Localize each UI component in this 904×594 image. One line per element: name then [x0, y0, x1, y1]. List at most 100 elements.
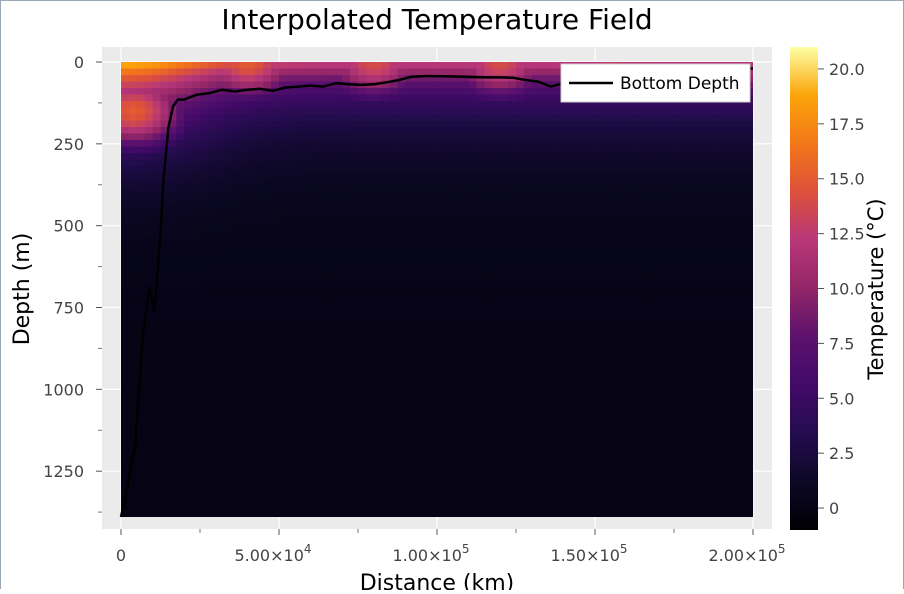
field-cell [674, 270, 683, 277]
field-cell [145, 147, 154, 154]
field-cell [224, 264, 233, 271]
field-cell [445, 101, 454, 108]
field-cell [161, 75, 170, 82]
field-cell [121, 121, 130, 128]
field-cell [469, 69, 478, 76]
field-cell [153, 387, 162, 394]
field-cell [603, 186, 612, 193]
field-cell [469, 108, 478, 115]
field-cell [445, 504, 454, 511]
field-cell [674, 309, 683, 316]
field-cell [216, 257, 225, 264]
field-cell [287, 439, 296, 446]
field-cell [603, 147, 612, 154]
field-cell [611, 387, 620, 394]
field-cell [350, 400, 359, 407]
field-cell [437, 361, 446, 368]
field-cell [619, 478, 628, 485]
field-cell [247, 82, 256, 89]
field-cell [469, 199, 478, 206]
field-cell [153, 173, 162, 180]
field-cell [287, 374, 296, 381]
field-cell [429, 400, 438, 407]
field-cell [405, 452, 414, 459]
field-cell [255, 426, 263, 433]
field-cell [413, 231, 422, 238]
field-cell [208, 420, 217, 427]
field-cell [374, 121, 383, 128]
field-cell [603, 485, 612, 492]
field-cell [342, 491, 351, 498]
field-cell [319, 322, 328, 329]
field-cell [650, 290, 659, 297]
field-cell [176, 166, 185, 173]
field-cell [500, 140, 509, 147]
field-cell [342, 452, 351, 459]
field-cell [556, 387, 565, 394]
field-cell [161, 452, 170, 459]
field-cell [477, 511, 486, 518]
field-cell [382, 199, 391, 206]
field-cell [469, 407, 478, 414]
field-cell [287, 134, 296, 141]
field-cell [311, 413, 320, 420]
field-cell [334, 264, 343, 271]
field-cell [627, 244, 636, 251]
field-cell [508, 160, 516, 167]
field-cell [319, 439, 328, 446]
field-cell [382, 88, 391, 95]
field-cell [477, 335, 486, 342]
field-cell [469, 238, 478, 245]
field-cell [184, 205, 193, 212]
field-cell [556, 140, 565, 147]
field-cell [342, 394, 351, 401]
field-cell [334, 95, 343, 102]
field-cell [279, 433, 288, 440]
field-cell [263, 277, 272, 284]
field-cell [556, 296, 565, 303]
field-cell [508, 387, 516, 394]
field-cell [492, 225, 501, 232]
field-cell [390, 225, 399, 232]
field-cell [619, 147, 628, 154]
field-cell [540, 212, 549, 219]
field-cell [224, 381, 233, 388]
field-cell [571, 420, 580, 427]
field-cell [358, 62, 367, 69]
field-cell [650, 212, 659, 219]
field-cell [603, 205, 612, 212]
field-cell [390, 199, 399, 206]
field-cell [413, 439, 422, 446]
field-cell [579, 257, 588, 264]
field-cell [224, 296, 233, 303]
field-cell [303, 498, 312, 505]
field-cell [658, 147, 667, 154]
field-cell [437, 225, 446, 232]
field-cell [666, 264, 675, 271]
field-cell [540, 498, 549, 505]
field-cell [137, 309, 146, 316]
field-cell [168, 498, 177, 505]
field-cell [303, 394, 312, 401]
field-cell [145, 413, 154, 420]
field-cell [603, 160, 612, 167]
field-cell [224, 192, 233, 199]
field-cell [398, 329, 407, 336]
field-cell [650, 322, 659, 329]
field-cell [413, 264, 422, 271]
field-cell [232, 465, 241, 472]
field-cell [255, 322, 263, 329]
field-cell [137, 127, 146, 134]
field-cell [469, 101, 478, 108]
field-cell [437, 127, 446, 134]
field-cell [319, 153, 328, 160]
field-cell [532, 186, 541, 193]
field-cell [674, 355, 683, 362]
field-cell [121, 218, 130, 225]
field-cell [255, 173, 263, 180]
field-cell [161, 504, 170, 511]
field-cell [382, 504, 391, 511]
field-cell [500, 472, 509, 479]
field-cell [540, 192, 549, 199]
field-cell [461, 95, 470, 102]
